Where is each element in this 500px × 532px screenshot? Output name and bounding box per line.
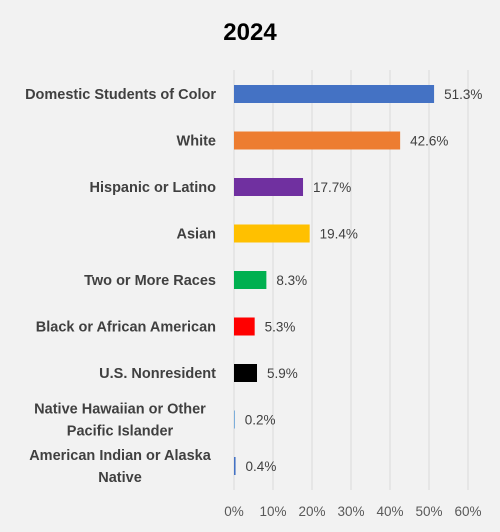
data-label: 42.6% xyxy=(410,134,448,149)
bar xyxy=(234,364,258,382)
bar xyxy=(234,224,310,243)
x-tick-label: 30% xyxy=(337,504,364,519)
bar xyxy=(234,131,401,150)
x-tick-label: 60% xyxy=(454,504,481,519)
x-tick-label: 0% xyxy=(224,504,244,519)
data-label: 51.3% xyxy=(444,87,482,102)
bar xyxy=(234,85,435,103)
data-label: 0.2% xyxy=(245,413,276,428)
x-tick-label: 40% xyxy=(376,504,403,519)
bar xyxy=(234,271,267,289)
chart-title: 2024 xyxy=(223,19,277,46)
bar xyxy=(234,178,304,196)
bar xyxy=(234,317,255,336)
category-label: Asian xyxy=(177,227,217,243)
category-label: U.S. Nonresident xyxy=(99,366,216,382)
labels: 0% 10% 20% 30% 40% 50% 60% 51.3% Domestic Studen… xyxy=(25,87,482,519)
category-label: Hispanic or Latino xyxy=(90,180,217,196)
x-tick-label: 20% xyxy=(298,504,325,519)
data-label: 0.4% xyxy=(246,459,277,474)
x-tick-label: 50% xyxy=(415,504,442,519)
x-tick-label: 10% xyxy=(259,504,286,519)
data-label: 5.3% xyxy=(265,320,296,335)
data-label: 17.7% xyxy=(313,180,351,195)
data-label: 5.9% xyxy=(267,366,298,381)
category-label: Domestic Students of Color xyxy=(25,87,216,103)
data-label: 8.3% xyxy=(276,273,307,288)
category-label: Black or African American xyxy=(36,320,216,336)
category-label: Two or More Races xyxy=(84,273,216,289)
category-label: American Indian or Alaska Native xyxy=(29,448,212,486)
bars xyxy=(234,85,435,475)
bar xyxy=(234,410,235,429)
bar xyxy=(234,457,236,475)
category-label: White xyxy=(177,134,216,150)
data-label: 19.4% xyxy=(320,227,358,242)
category-label: Native Hawaiian or Other Pacific Islander xyxy=(34,402,206,440)
